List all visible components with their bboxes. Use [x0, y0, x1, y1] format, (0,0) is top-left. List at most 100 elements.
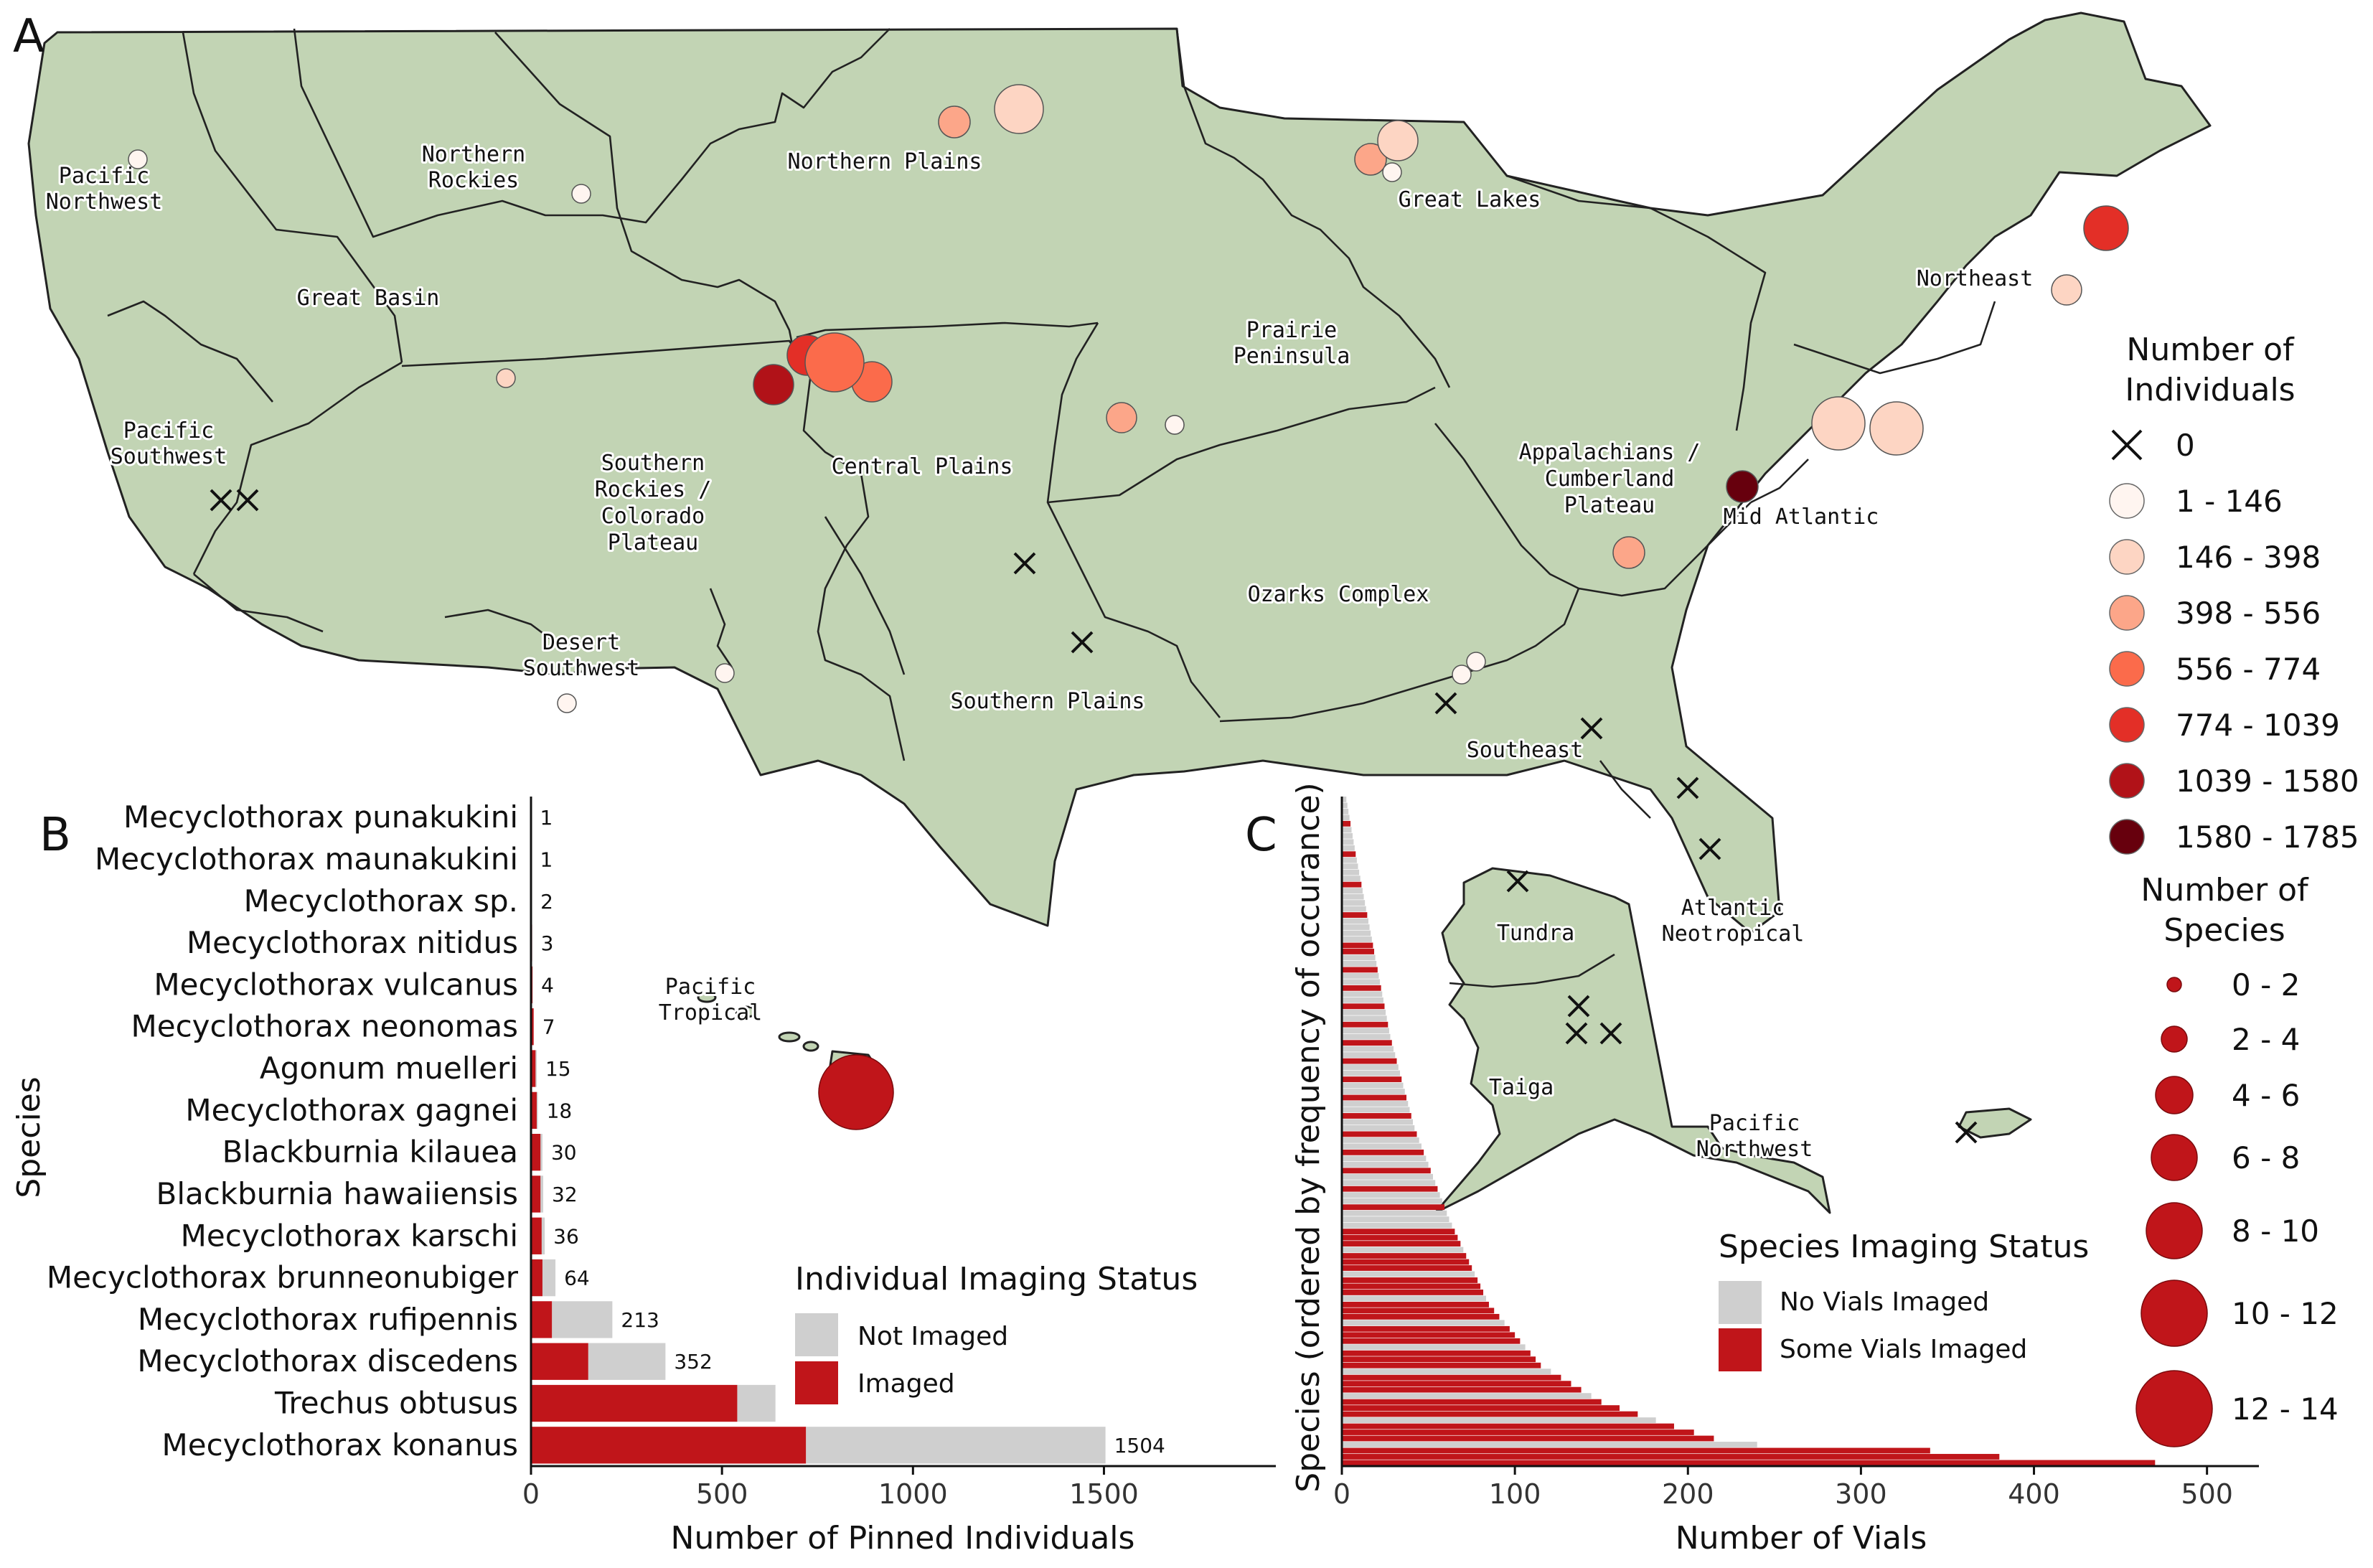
map-point-individuals [1106, 402, 1137, 433]
legend-individuals-swatch [2109, 819, 2145, 855]
vial-bar [1342, 1405, 1620, 1411]
bar-total-label: 32 [552, 1183, 578, 1206]
panel-c-vials: C Species (ordered by frequency of occur… [1245, 782, 2259, 1557]
species-label: Mecyclothorax neonomas [131, 1009, 518, 1044]
region-label-pacific-northwest-line: Northwest [46, 189, 163, 215]
map-point-individuals [1382, 162, 1402, 182]
region-label-pacific-northwest-ak-line: Pacific [1709, 1111, 1800, 1136]
vial-bar [1342, 1308, 1495, 1314]
region-label-pacific-northwest: Pacific Northwest [46, 164, 163, 215]
region-label-pacific-northwest-ak-line: Northwest [1696, 1137, 1813, 1162]
legend-species-swatch [2141, 1280, 2208, 1347]
region-label-southern-rockies-line: Colorado [601, 504, 705, 529]
vial-bar [1342, 1040, 1392, 1046]
legend-individuals-label: 398 - 556 [2176, 596, 2321, 631]
species-label: Mecyclothorax rufipennis [138, 1302, 518, 1337]
panel-b-x-tick-label: 1000 [878, 1478, 948, 1510]
panel-label-b: B [39, 809, 71, 862]
vial-bar [1342, 808, 1349, 814]
region-label-atlantic-neotropical-line: Atlantic [1681, 896, 1785, 921]
region-label-pacific-tropical-line: Pacific [665, 975, 756, 1000]
vial-bar [1342, 1015, 1387, 1022]
map-point-individuals [2051, 274, 2082, 306]
vial-bar [1342, 1070, 1401, 1076]
vial-bar [1342, 1386, 1582, 1393]
legend-species-swatch [2166, 977, 2182, 992]
legend-swatch-some-vials-imaged [1719, 1328, 1762, 1371]
panel-c-legend: Species Imaging Status No Vials Imaged S… [1719, 1229, 2089, 1371]
vial-bar [1342, 1320, 1505, 1326]
panel-c-y-axis-title: Species (ordered by frequency of occuran… [1290, 782, 1327, 1492]
bar-total-label: 3 [541, 931, 554, 955]
bar-not-imaged [540, 1133, 542, 1171]
species-label: Mecyclothorax konanus [162, 1427, 518, 1463]
vial-bar [1342, 888, 1363, 894]
map-point-zero [1434, 692, 1457, 715]
vial-bar [1342, 1125, 1415, 1131]
region-label-appalachians: Appalachians / Cumberland Plateau [1519, 440, 1701, 518]
region-label-pacific-southwest-line: Southwest [111, 444, 227, 469]
vial-bar [1342, 1362, 1541, 1369]
bar-total-label: 1 [540, 848, 553, 871]
vial-bar [1342, 1137, 1419, 1143]
species-label: Blackburnia kilauea [222, 1135, 518, 1170]
legend-individuals-title: Number of Individuals [2125, 332, 2295, 408]
boundary-line [1449, 953, 1615, 988]
bar-imaged [531, 1301, 553, 1338]
vial-bar [1342, 845, 1355, 851]
legend-species-title-line2: Species [2163, 912, 2285, 949]
vial-bar [1342, 1222, 1452, 1229]
legend-individuals-label: 146 - 398 [2176, 540, 2321, 575]
region-label-pacific-southwest-line: Pacific [123, 418, 214, 443]
vial-bar [1342, 857, 1357, 863]
region-label-northeast: Northeast [1917, 266, 2034, 291]
map-point-zero [1013, 552, 1036, 575]
bar-imaged [531, 1050, 536, 1087]
vial-bar [1342, 1076, 1402, 1082]
region-label-northern-rockies-line: Northern [422, 142, 526, 167]
map-point-individuals [715, 663, 735, 683]
panel-b-x-axis-title: Number of Pinned Individuals [671, 1520, 1135, 1557]
map-point-individuals [1354, 143, 1387, 176]
map-points [128, 84, 2129, 1144]
vial-bar [1342, 1003, 1385, 1010]
species-label: Agonum muelleri [260, 1051, 518, 1086]
vial-bar [1342, 1423, 1674, 1429]
legend-individuals-swatch [2109, 539, 2145, 575]
region-label-appalachians-line: Appalachians / [1519, 440, 1701, 465]
region-label-appalachians-line: Cumberland [1545, 466, 1675, 492]
region-label-pacific-tropical-line: Tropical [659, 1000, 763, 1025]
region-label-southeast: Southeast [1467, 738, 1584, 763]
map-point-individuals [1612, 536, 1645, 569]
legend-species-label: 10 - 12 [2232, 1296, 2339, 1331]
boundary-line [293, 28, 891, 238]
vial-bar [1342, 1082, 1404, 1089]
vial-bar [1342, 949, 1375, 954]
vial-bar [1342, 906, 1366, 912]
map-point-individuals [1726, 470, 1759, 503]
bar-not-imaged [552, 1301, 613, 1338]
vial-bar [1342, 1131, 1417, 1137]
vial-bar [1342, 918, 1368, 924]
vial-bar [1342, 1399, 1602, 1405]
legend-individuals-swatch [2109, 763, 2145, 799]
vial-bar [1342, 1442, 1757, 1447]
panel-b-x-tick-label: 1500 [1069, 1478, 1139, 1510]
region-label-central-plains: Central Plains [832, 454, 1013, 479]
vial-bar [1342, 1210, 1447, 1216]
region-label-northern-plains: Northern Plains [788, 149, 982, 174]
boundary-line [193, 573, 324, 633]
region-label-desert-southwest-line: Desert [542, 630, 620, 655]
vial-bar [1342, 1447, 1930, 1454]
species-label: Mecyclothorax maunakukini [95, 841, 518, 876]
legend-individuals-swatch [2109, 707, 2145, 743]
vial-bar [1342, 1369, 1551, 1375]
region-label-desert-southwest: Desert Southwest [523, 630, 640, 681]
vial-bar [1342, 1046, 1394, 1052]
bar-imaged [531, 1259, 542, 1297]
contiguous-us-landmass [27, 11, 2212, 934]
region-label-atlantic-neotropical-line: Neotropical [1662, 921, 1805, 947]
region-label-ozarks-complex: Ozarks Complex [1248, 582, 1429, 607]
island-shape [802, 1041, 819, 1052]
